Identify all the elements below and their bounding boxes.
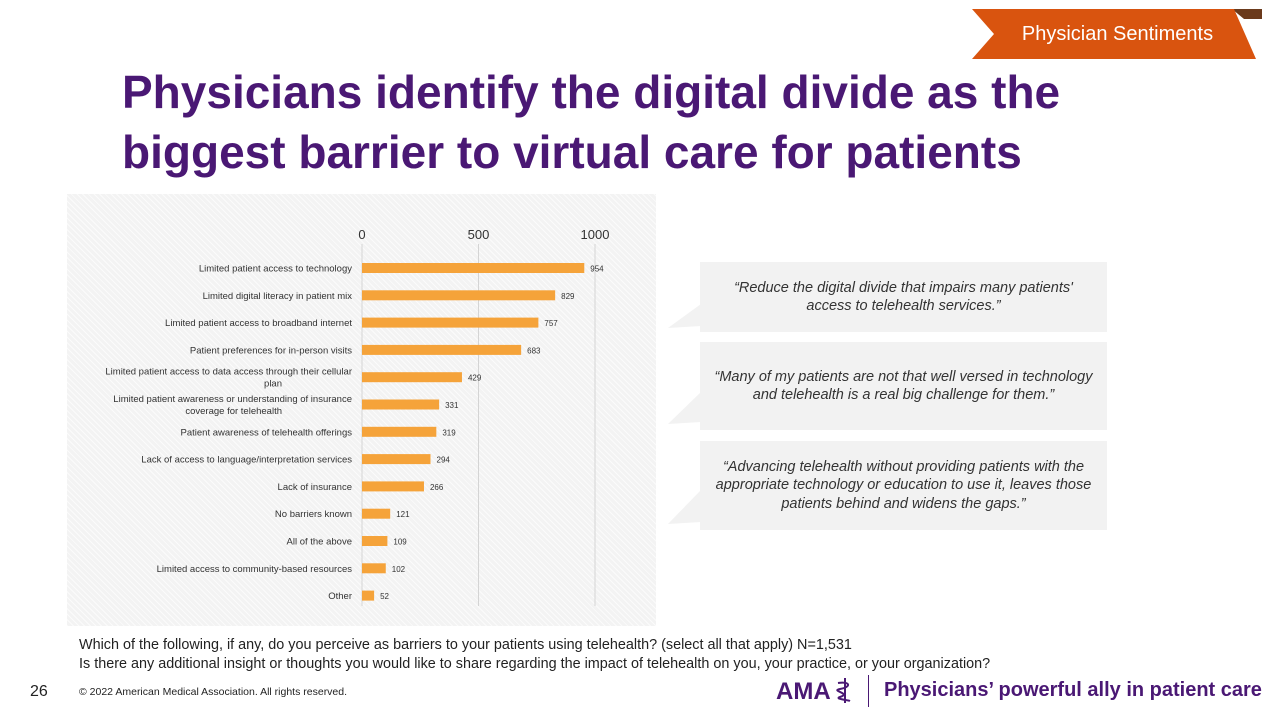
copyright: © 2022 American Medical Association. All… (79, 686, 348, 698)
category-label: No barriers known (275, 509, 352, 520)
category-label: Limited access to community-based resour… (157, 564, 353, 575)
page-title: Physicians identify the digital divide a… (122, 62, 1222, 182)
section-tag: Physician Sentiments (1021, 23, 1214, 45)
category-label: Other (328, 591, 352, 602)
bar (362, 454, 431, 465)
quote-pointer-2 (668, 392, 701, 424)
footnote-question-1: Which of the following, if any, do you p… (79, 637, 852, 653)
x-tick-label: 1000 (581, 227, 610, 242)
data-label: 829 (561, 292, 575, 301)
staff-of-aesculapius-icon (836, 678, 851, 703)
quote-box-3: “Advancing telehealth without providing … (700, 441, 1107, 530)
ama-logo-text: AMA (776, 678, 830, 705)
category-label: Limited patient access to data access th… (105, 367, 352, 390)
bar (362, 536, 388, 546)
data-label: 266 (430, 483, 444, 492)
bar (362, 372, 462, 383)
x-tick-label: 500 (468, 227, 490, 242)
quote-text-3: “Advancing telehealth without providing … (715, 458, 1092, 512)
data-label: 52 (380, 592, 389, 601)
data-label: 757 (544, 319, 558, 328)
footnote-question-2: Is there any additional insight or thoug… (79, 656, 991, 672)
section-tag-shape (972, 9, 1262, 59)
category-label: Lack of insurance (278, 482, 352, 493)
data-label: 109 (393, 538, 407, 547)
bar (362, 563, 386, 574)
title-line-2: biggest barrier to virtual care for pati… (122, 126, 1022, 178)
quote-pointer-1 (668, 304, 701, 328)
data-label: 121 (396, 510, 410, 519)
ama-logo: AMA (776, 676, 858, 706)
logo-separator (868, 675, 869, 707)
category-label: Lack of access to language/interpretatio… (141, 455, 352, 466)
category-label: Limited patient access to broadband inte… (165, 318, 352, 329)
bar (362, 344, 522, 355)
bar (362, 317, 539, 328)
bar-chart: 0 500 1000 954 Limited patient access to tec… (105, 227, 610, 606)
data-label: 102 (392, 565, 406, 574)
category-label: Patient preferences for in-person visits (190, 345, 352, 356)
quote-text-1: “Reduce the digital divide that impairs … (734, 279, 1073, 315)
data-label: 954 (590, 265, 604, 274)
quote-text-2: “Many of my patients are not that well v… (714, 368, 1093, 404)
page-number: 26 (30, 683, 48, 700)
survey-footnote: Which of the following, if any, do you p… (79, 636, 1199, 674)
data-label: 429 (468, 374, 482, 383)
tagline: Physicians’ powerful ally in patient car… (884, 679, 1262, 701)
bar (362, 399, 440, 410)
bar (362, 263, 585, 273)
data-label: 294 (437, 456, 451, 465)
quote-box-2: “Many of my patients are not that well v… (700, 342, 1107, 430)
x-tick-label: 0 (358, 227, 365, 242)
bar (362, 290, 556, 301)
bar (362, 508, 391, 519)
category-label: Patient awareness of telehealth offering… (181, 427, 353, 438)
quote-box-1: “Reduce the digital divide that impairs … (700, 262, 1107, 332)
data-label: 331 (445, 401, 459, 410)
bar (362, 426, 437, 437)
data-label: 319 (442, 428, 456, 437)
category-label: Limited patient awareness or understandi… (113, 394, 352, 417)
category-label: Limited digital literacy in patient mix (203, 291, 353, 302)
category-label: All of the above (287, 537, 353, 548)
bar (362, 481, 424, 492)
bar (362, 590, 375, 601)
title-line-1: Physicians identify the digital divide a… (122, 66, 1061, 118)
quote-pointer-3 (668, 490, 701, 524)
data-label: 683 (527, 346, 541, 355)
category-label: Limited patient access to technology (199, 264, 352, 275)
